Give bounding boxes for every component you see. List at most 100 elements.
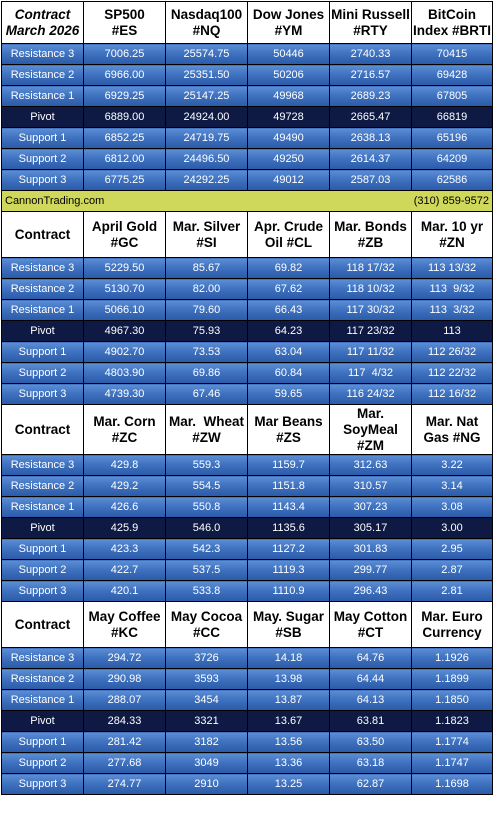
level-value: 546.0 xyxy=(165,517,248,539)
instrument-header-line: SoyMeal xyxy=(343,421,398,437)
level-value: 75.93 xyxy=(165,320,248,342)
instrument-header-line: #ZB xyxy=(357,234,384,250)
level-value: 14.18 xyxy=(247,647,330,669)
level-value: 2665.47 xyxy=(329,106,412,128)
level-row: Support 2 4803.90 69.86 60.84 117 4/32 112 22… xyxy=(1,362,493,384)
level-value: 429.8 xyxy=(83,454,166,476)
level-value: 112 26/32 xyxy=(411,341,493,363)
instrument-header-line: Mini Russell xyxy=(331,6,410,22)
instrument-header-line: BitCoin xyxy=(428,6,476,22)
instrument-header-line: May Coffee xyxy=(88,608,161,624)
pivot-row: Pivot 6889.00 24924.00 49728 2665.47 66819 xyxy=(1,106,493,128)
level-row: Support 2 277.68 3049 13.36 63.18 1.1747 xyxy=(1,752,493,774)
level-value: 1159.7 xyxy=(247,454,330,476)
instrument-header-line: #CT xyxy=(357,624,384,640)
instrument-header-line: #YM xyxy=(274,22,303,38)
level-value: 49012 xyxy=(247,169,330,191)
level-value: 69.82 xyxy=(247,257,330,279)
level-value: 13.87 xyxy=(247,689,330,711)
level-row: Support 2 6812.00 24496.50 49250 2614.37 6420… xyxy=(1,148,493,170)
level-value: 49490 xyxy=(247,127,330,149)
instrument-header: Mar Beans #ZS xyxy=(247,404,330,455)
instrument-header-line: #ES xyxy=(111,22,138,38)
phone-number[interactable]: (310) 859-9572 xyxy=(413,195,489,207)
contact-banner-cell: CannonTrading.com (310) 859-9572 xyxy=(1,190,493,212)
level-value: 422.7 xyxy=(83,559,166,581)
instrument-header-line: Oil #CL xyxy=(264,234,313,250)
level-value: 24292.25 xyxy=(165,169,248,191)
level-value: 288.07 xyxy=(83,689,166,711)
level-value: 423.3 xyxy=(83,538,166,560)
instrument-header: May. Sugar #SB xyxy=(247,601,330,648)
level-value: 1.1899 xyxy=(411,668,493,690)
level-value: 70415 xyxy=(411,43,493,65)
level-value: 62.87 xyxy=(329,773,412,795)
level-value: 49250 xyxy=(247,148,330,170)
level-value: 3.22 xyxy=(411,454,493,476)
instrument-header: Mar. SoyMeal #ZM xyxy=(329,404,412,455)
level-value: 554.5 xyxy=(165,475,248,497)
instrument-header-line: May Cocoa xyxy=(170,608,243,624)
level-value: 274.77 xyxy=(83,773,166,795)
instrument-header-line: #NQ xyxy=(192,22,221,38)
level-value: 2587.03 xyxy=(329,169,412,191)
instrument-header-line: Currency xyxy=(422,624,482,640)
level-value: 64209 xyxy=(411,148,493,170)
level-value: 1.1698 xyxy=(411,773,493,795)
level-value: 281.42 xyxy=(83,731,166,753)
level-value: 64.76 xyxy=(329,647,412,669)
instrument-header-line: #ZM xyxy=(357,437,384,453)
level-value: 1.1850 xyxy=(411,689,493,711)
level-row: Support 3 4739.30 67.46 59.65 116 24/32 112 1… xyxy=(1,383,493,405)
level-value: 60.84 xyxy=(247,362,330,384)
instrument-header: SP500 #ES xyxy=(83,1,166,44)
level-value: 4902.70 xyxy=(83,341,166,363)
pivot-row: Pivot 425.9 546.0 1135.6 305.17 3.00 xyxy=(1,517,493,539)
level-label: Support 3 xyxy=(1,169,84,191)
instrument-header-line: #ZN xyxy=(439,234,465,250)
contract-header-line: Contract xyxy=(14,226,71,242)
instrument-header: BitCoin Index #BRTI xyxy=(411,1,493,44)
level-label: Resistance 3 xyxy=(1,454,84,476)
level-value: 5130.70 xyxy=(83,278,166,300)
instrument-header: Dow Jones #YM xyxy=(247,1,330,44)
instrument-header-line: May Cotton xyxy=(333,608,408,624)
instrument-header-line: #ZW xyxy=(192,429,221,445)
instrument-header: May Cotton #CT xyxy=(329,601,412,648)
level-row: Support 3 6775.25 24292.25 49012 2587.03 6258… xyxy=(1,169,493,191)
level-value: 13.36 xyxy=(247,752,330,774)
instrument-header: Mar. Wheat #ZW xyxy=(165,404,248,455)
level-label: Pivot xyxy=(1,517,84,539)
level-value: 112 22/32 xyxy=(411,362,493,384)
level-value: 64.13 xyxy=(329,689,412,711)
level-value: 420.1 xyxy=(83,580,166,602)
level-label: Support 1 xyxy=(1,731,84,753)
contact-banner-inner: CannonTrading.com (310) 859-9572 xyxy=(3,195,492,207)
level-value: 1.1926 xyxy=(411,647,493,669)
level-row: Support 1 4902.70 73.53 63.04 117 11/32 112 2… xyxy=(1,341,493,363)
instrument-header-line: #SB xyxy=(275,624,302,640)
level-value: 67.46 xyxy=(165,383,248,405)
contract-header-line: March 2026 xyxy=(5,22,80,38)
level-value: 2638.13 xyxy=(329,127,412,149)
level-label: Resistance 1 xyxy=(1,496,84,518)
level-row: Support 1 423.3 542.3 1127.2 301.83 2.95 xyxy=(1,538,493,560)
level-row: Resistance 1 426.6 550.8 1143.4 307.23 3.08 xyxy=(1,496,493,518)
level-value: 6852.25 xyxy=(83,127,166,149)
level-value: 13.98 xyxy=(247,668,330,690)
website-link[interactable]: CannonTrading.com xyxy=(5,195,105,207)
instrument-header-line: Mar. xyxy=(356,405,384,421)
level-value: 13.56 xyxy=(247,731,330,753)
level-value: 1143.4 xyxy=(247,496,330,518)
level-value: 6929.25 xyxy=(83,85,166,107)
instrument-header-line: Mar Beans xyxy=(254,413,323,429)
level-label: Support 2 xyxy=(1,752,84,774)
level-value: 79.60 xyxy=(165,299,248,321)
contract-header: Contract March 2026 xyxy=(1,1,84,44)
level-label: Support 2 xyxy=(1,148,84,170)
level-value: 69428 xyxy=(411,64,493,86)
level-value: 112 16/32 xyxy=(411,383,493,405)
level-value: 25147.25 xyxy=(165,85,248,107)
level-label: Pivot xyxy=(1,710,84,732)
instrument-header-line: #SI xyxy=(196,234,217,250)
